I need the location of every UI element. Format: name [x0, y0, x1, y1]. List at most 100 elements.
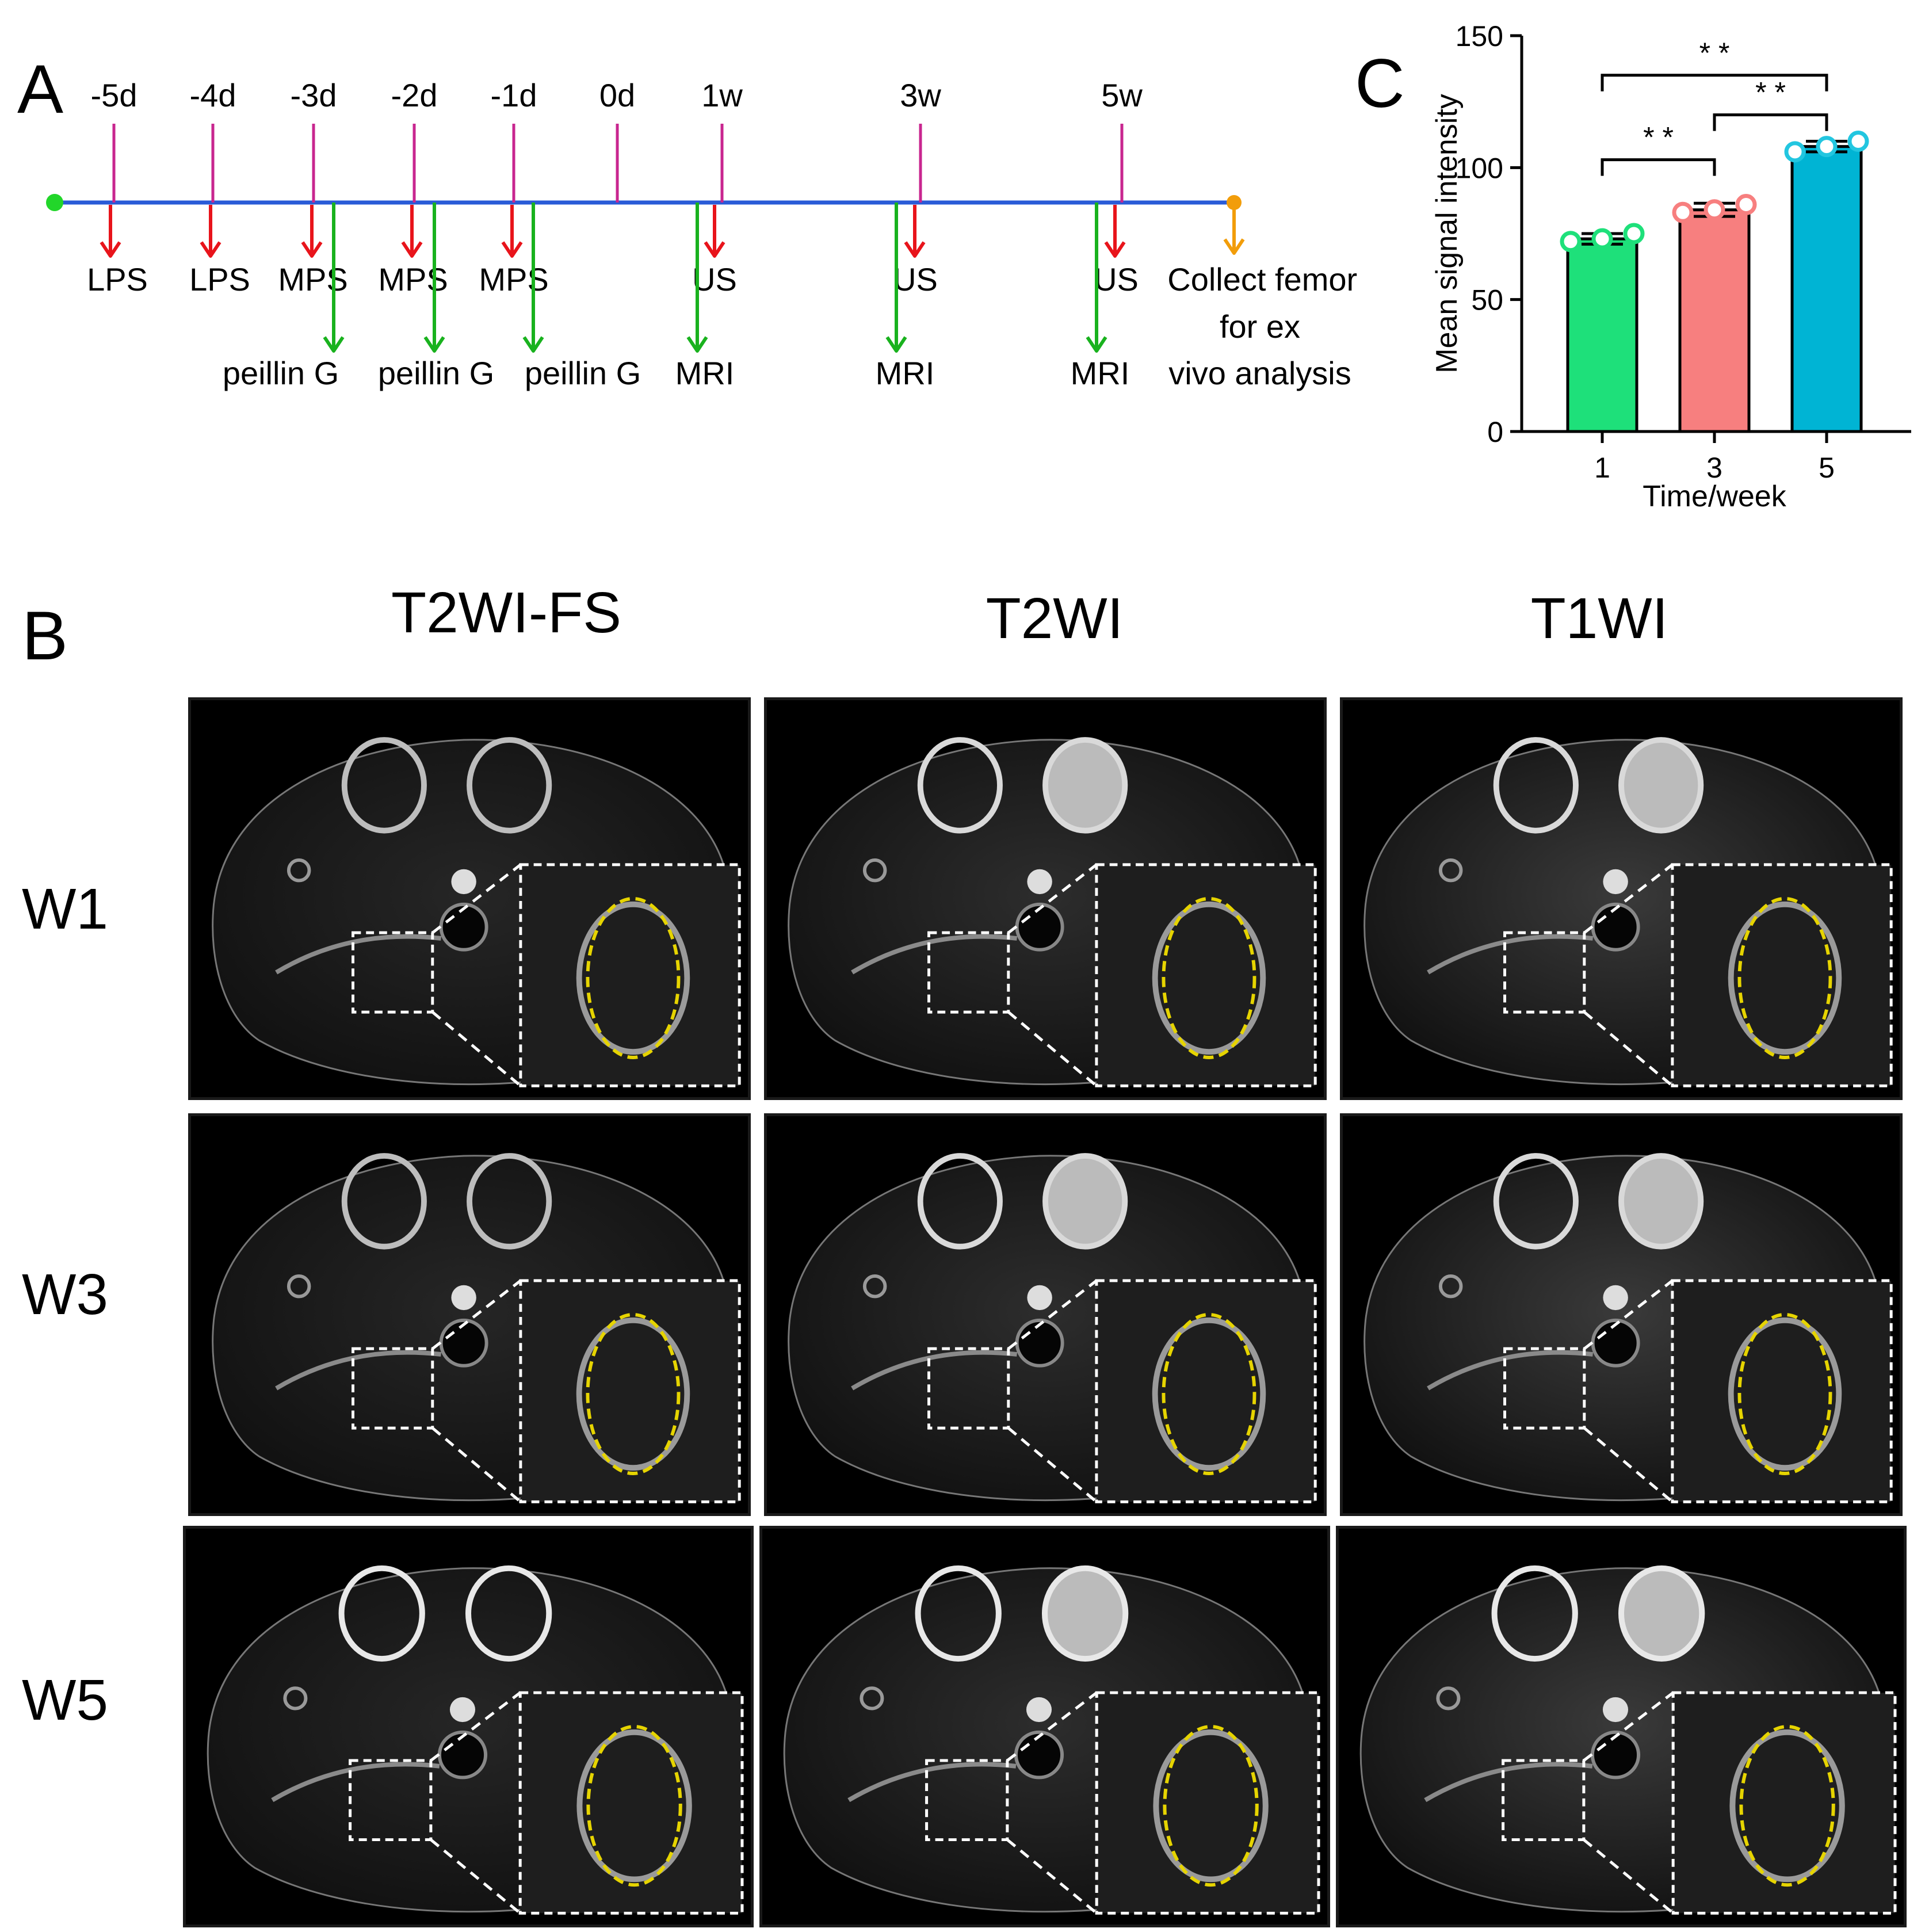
row-label-w5: W5 [22, 1668, 108, 1732]
zoom-line [1583, 1427, 1674, 1503]
mri-bone [576, 1317, 690, 1471]
zoom-line [430, 1838, 521, 1915]
mri-image-w1-t1wi [1340, 697, 1903, 1100]
red-arrow-label: LPS [87, 261, 148, 297]
red-arrow-label: US [1094, 261, 1139, 297]
roi-ellipse [1162, 1313, 1256, 1475]
panel-label-c: C [1355, 45, 1405, 122]
x-tick-label: 3 [1706, 452, 1722, 484]
arrow-head [686, 336, 708, 353]
x-tick-label: 5 [1819, 452, 1835, 484]
y-tick-label: 50 [1471, 284, 1503, 316]
red-arrow-icon [100, 205, 121, 258]
mri-tissue [275, 1350, 442, 1391]
mri-tissue [341, 737, 427, 834]
mri-tissue [341, 1153, 427, 1250]
collect-label-line1: Collect femorals [1167, 261, 1358, 297]
arrow-head [200, 241, 221, 258]
arrow-head [1223, 238, 1245, 255]
mri-tissue [1618, 737, 1704, 834]
mri-vessel [1603, 869, 1628, 895]
red-arrow-icon [1104, 205, 1126, 258]
mri-bone [1728, 901, 1842, 1055]
zoom-line [1007, 1427, 1098, 1503]
green-arrow-label: MRI [675, 355, 735, 391]
mri-tissue [1618, 1565, 1705, 1662]
zoom-line [1583, 1692, 1674, 1762]
roi-box [925, 1759, 1009, 1842]
significance-label: * * [1699, 37, 1730, 69]
mri-tissue [1427, 934, 1594, 975]
mri-cavity [1015, 1318, 1064, 1368]
bar-week-1 [1566, 237, 1638, 433]
arrow-head [301, 241, 323, 258]
x-axis-title: Time/week [1643, 480, 1786, 513]
red-arrow-label: MPS [378, 261, 448, 297]
zoom-line [1583, 1838, 1674, 1915]
timeline-day-label: 1w [701, 77, 743, 113]
mri-vessel [862, 858, 887, 883]
significance-bracket [1601, 74, 1828, 91]
green-arrow-label: peillin G [378, 355, 494, 391]
green-arrow-label: peillin G [223, 355, 339, 391]
mri-vessel [451, 1285, 476, 1311]
mri-vessel [1602, 1697, 1629, 1723]
green-arrow-icon [686, 203, 708, 353]
timeline-end-dot [1227, 195, 1242, 210]
zoom-line [431, 1011, 522, 1087]
data-point [1623, 223, 1645, 245]
mri-cavity [1015, 902, 1064, 952]
green-arrow-icon [323, 203, 345, 353]
bar-week-5 [1790, 145, 1863, 433]
significance-label: * * [1643, 121, 1674, 154]
y-tick-label: 150 [1456, 20, 1503, 52]
mri-drawing [1363, 737, 1893, 1087]
mri-tissue [1041, 1565, 1129, 1662]
red-arrow-icon [904, 205, 926, 258]
red-arrow-label: MPS [479, 261, 548, 297]
mri-image-w1-t2wi [764, 697, 1327, 1100]
mri-cavity [1014, 1730, 1064, 1780]
arrow-head [1104, 241, 1126, 258]
zoom-line [1583, 1279, 1674, 1350]
mri-tissue [465, 1565, 552, 1662]
mri-vessel [283, 1686, 308, 1710]
mri-drawing [207, 1565, 744, 1915]
mri-tissue [1042, 1153, 1128, 1250]
mri-bone [1153, 1729, 1269, 1883]
timeline-day-label: 0d [599, 77, 635, 113]
mri-vessel [1026, 1697, 1052, 1723]
mri-drawing [212, 1153, 741, 1503]
zoom-line [431, 1279, 522, 1350]
mri-vessel [862, 1274, 887, 1299]
roi-ellipse [1739, 1725, 1835, 1887]
timeline-day-label: -1d [491, 77, 537, 113]
red-arrow-icon [200, 205, 221, 258]
timeline-day-label: -2d [391, 77, 438, 113]
zoom-line [1007, 1279, 1098, 1350]
column-header-t1wi: T1WI [1530, 586, 1668, 651]
data-point [1847, 130, 1869, 152]
green-arrow-icon [423, 203, 445, 353]
panel-label-b: B [22, 597, 68, 674]
mri-tissue [271, 1762, 440, 1803]
roi-box [927, 931, 1010, 1014]
y-axis-title: Mean signal intensity [1430, 94, 1464, 373]
green-arrow-label: peillin G [525, 355, 641, 391]
mri-image-w3-t2wi-fs [188, 1113, 751, 1516]
red-arrow-icon [501, 205, 523, 258]
mri-vessel [1603, 1285, 1628, 1311]
data-point [1560, 231, 1582, 253]
mri-bone [576, 1729, 692, 1883]
mri-tissue [847, 1762, 1017, 1803]
column-header-t2wi-fs: T2WI-FS [391, 581, 621, 645]
zoom-line [1583, 863, 1674, 934]
mri-drawing [1363, 1153, 1893, 1503]
mri-bone [576, 901, 690, 1055]
collect-label-line3: vivo analysis [1168, 355, 1351, 391]
mri-bone [1152, 901, 1266, 1055]
roi-ellipse [586, 897, 681, 1059]
data-point [1704, 199, 1725, 221]
arrow-head [423, 336, 445, 353]
arrow-head [522, 336, 544, 353]
